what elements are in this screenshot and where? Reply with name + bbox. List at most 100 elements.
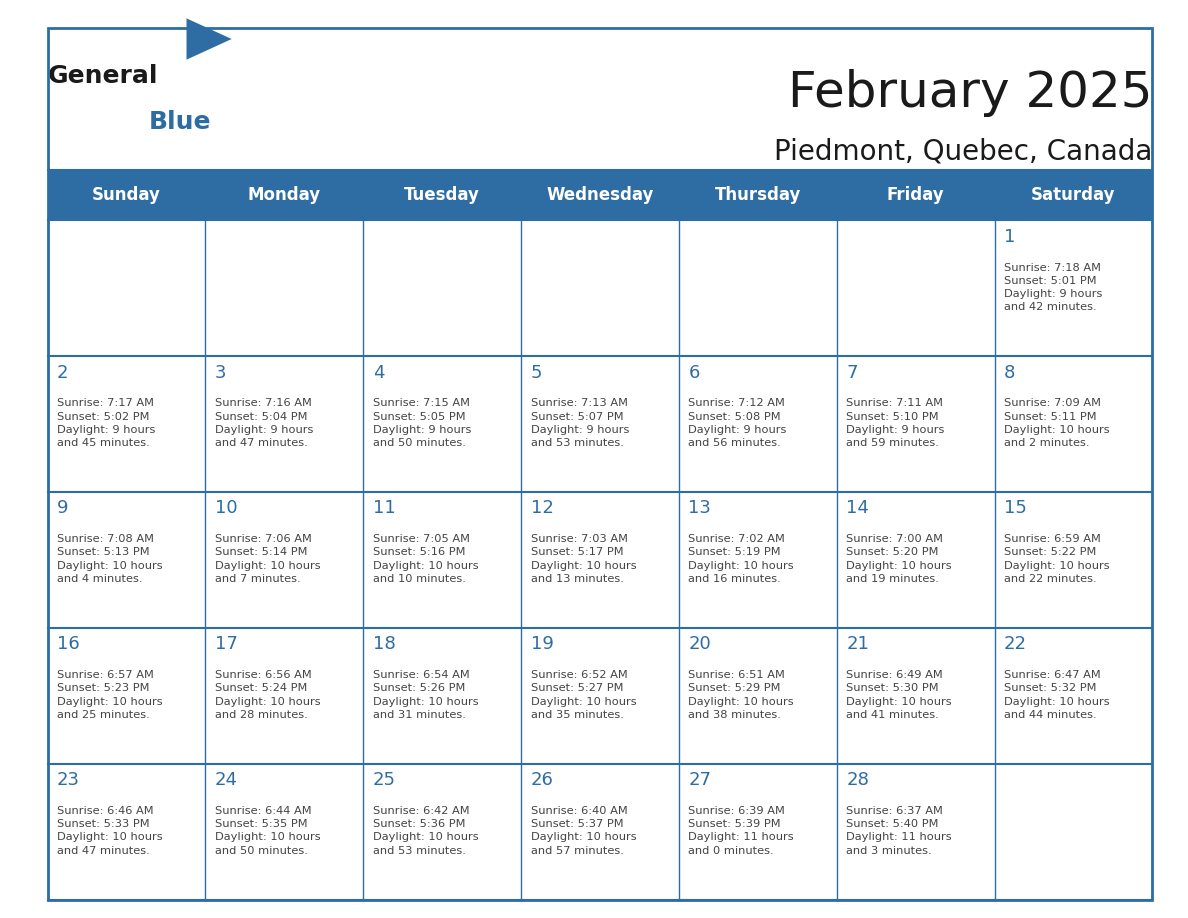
Text: Monday: Monday	[248, 186, 321, 204]
Text: Sunrise: 6:52 AM
Sunset: 5:27 PM
Daylight: 10 hours
and 35 minutes.: Sunrise: 6:52 AM Sunset: 5:27 PM Dayligh…	[531, 670, 636, 720]
Text: Sunrise: 7:16 AM
Sunset: 5:04 PM
Daylight: 9 hours
and 47 minutes.: Sunrise: 7:16 AM Sunset: 5:04 PM Dayligh…	[215, 398, 314, 448]
FancyBboxPatch shape	[678, 220, 836, 356]
Text: Sunrise: 6:42 AM
Sunset: 5:36 PM
Daylight: 10 hours
and 53 minutes.: Sunrise: 6:42 AM Sunset: 5:36 PM Dayligh…	[373, 806, 479, 856]
Text: Sunrise: 6:56 AM
Sunset: 5:24 PM
Daylight: 10 hours
and 28 minutes.: Sunrise: 6:56 AM Sunset: 5:24 PM Dayligh…	[215, 670, 321, 720]
Text: Tuesday: Tuesday	[404, 186, 480, 204]
Text: Sunrise: 7:18 AM
Sunset: 5:01 PM
Daylight: 9 hours
and 42 minutes.: Sunrise: 7:18 AM Sunset: 5:01 PM Dayligh…	[1004, 263, 1102, 312]
FancyBboxPatch shape	[678, 492, 836, 628]
FancyBboxPatch shape	[48, 492, 206, 628]
Text: 21: 21	[846, 635, 870, 654]
FancyBboxPatch shape	[994, 628, 1152, 764]
FancyBboxPatch shape	[678, 628, 836, 764]
FancyBboxPatch shape	[836, 492, 994, 628]
FancyBboxPatch shape	[48, 764, 206, 900]
FancyBboxPatch shape	[836, 220, 994, 356]
FancyBboxPatch shape	[48, 356, 206, 492]
Text: 13: 13	[688, 499, 712, 518]
Text: 1: 1	[1004, 228, 1016, 246]
FancyBboxPatch shape	[364, 628, 522, 764]
FancyBboxPatch shape	[206, 220, 364, 356]
Text: Sunrise: 6:46 AM
Sunset: 5:33 PM
Daylight: 10 hours
and 47 minutes.: Sunrise: 6:46 AM Sunset: 5:33 PM Dayligh…	[57, 806, 163, 856]
FancyBboxPatch shape	[994, 356, 1152, 492]
Text: 15: 15	[1004, 499, 1026, 518]
Text: Sunday: Sunday	[91, 186, 160, 204]
Text: Sunrise: 6:54 AM
Sunset: 5:26 PM
Daylight: 10 hours
and 31 minutes.: Sunrise: 6:54 AM Sunset: 5:26 PM Dayligh…	[373, 670, 479, 720]
Text: General: General	[48, 64, 158, 88]
FancyBboxPatch shape	[206, 356, 364, 492]
FancyBboxPatch shape	[522, 764, 678, 900]
Text: 3: 3	[215, 364, 227, 382]
Text: Sunrise: 7:15 AM
Sunset: 5:05 PM
Daylight: 9 hours
and 50 minutes.: Sunrise: 7:15 AM Sunset: 5:05 PM Dayligh…	[373, 398, 472, 448]
Text: Sunrise: 6:44 AM
Sunset: 5:35 PM
Daylight: 10 hours
and 50 minutes.: Sunrise: 6:44 AM Sunset: 5:35 PM Dayligh…	[215, 806, 321, 856]
Polygon shape	[187, 18, 232, 60]
Text: 10: 10	[215, 499, 238, 518]
FancyBboxPatch shape	[836, 356, 994, 492]
Text: Sunrise: 6:59 AM
Sunset: 5:22 PM
Daylight: 10 hours
and 22 minutes.: Sunrise: 6:59 AM Sunset: 5:22 PM Dayligh…	[1004, 534, 1110, 584]
Text: Saturday: Saturday	[1031, 186, 1116, 204]
FancyBboxPatch shape	[836, 764, 994, 900]
Text: 12: 12	[531, 499, 554, 518]
Text: Sunrise: 7:09 AM
Sunset: 5:11 PM
Daylight: 10 hours
and 2 minutes.: Sunrise: 7:09 AM Sunset: 5:11 PM Dayligh…	[1004, 398, 1110, 448]
FancyBboxPatch shape	[364, 764, 522, 900]
Text: Sunrise: 6:49 AM
Sunset: 5:30 PM
Daylight: 10 hours
and 41 minutes.: Sunrise: 6:49 AM Sunset: 5:30 PM Dayligh…	[846, 670, 952, 720]
Text: 27: 27	[688, 771, 712, 789]
Text: 23: 23	[57, 771, 80, 789]
FancyBboxPatch shape	[364, 220, 522, 356]
Text: 17: 17	[215, 635, 238, 654]
FancyBboxPatch shape	[836, 628, 994, 764]
Text: 7: 7	[846, 364, 858, 382]
Text: 2: 2	[57, 364, 69, 382]
FancyBboxPatch shape	[678, 764, 836, 900]
FancyBboxPatch shape	[522, 628, 678, 764]
FancyBboxPatch shape	[364, 356, 522, 492]
Text: Sunrise: 7:11 AM
Sunset: 5:10 PM
Daylight: 9 hours
and 59 minutes.: Sunrise: 7:11 AM Sunset: 5:10 PM Dayligh…	[846, 398, 944, 448]
FancyBboxPatch shape	[678, 356, 836, 492]
Text: Sunrise: 7:05 AM
Sunset: 5:16 PM
Daylight: 10 hours
and 10 minutes.: Sunrise: 7:05 AM Sunset: 5:16 PM Dayligh…	[373, 534, 479, 584]
Text: Blue: Blue	[148, 110, 211, 134]
Text: Sunrise: 6:39 AM
Sunset: 5:39 PM
Daylight: 11 hours
and 0 minutes.: Sunrise: 6:39 AM Sunset: 5:39 PM Dayligh…	[688, 806, 794, 856]
FancyBboxPatch shape	[48, 170, 1152, 220]
Text: Wednesday: Wednesday	[546, 186, 653, 204]
Text: Sunrise: 7:12 AM
Sunset: 5:08 PM
Daylight: 9 hours
and 56 minutes.: Sunrise: 7:12 AM Sunset: 5:08 PM Dayligh…	[688, 398, 786, 448]
Text: Sunrise: 7:08 AM
Sunset: 5:13 PM
Daylight: 10 hours
and 4 minutes.: Sunrise: 7:08 AM Sunset: 5:13 PM Dayligh…	[57, 534, 163, 584]
Text: Sunrise: 6:37 AM
Sunset: 5:40 PM
Daylight: 11 hours
and 3 minutes.: Sunrise: 6:37 AM Sunset: 5:40 PM Dayligh…	[846, 806, 952, 856]
FancyBboxPatch shape	[994, 764, 1152, 900]
FancyBboxPatch shape	[206, 492, 364, 628]
FancyBboxPatch shape	[994, 220, 1152, 356]
Text: 28: 28	[846, 771, 870, 789]
Text: 19: 19	[531, 635, 554, 654]
Text: 24: 24	[215, 771, 238, 789]
Text: Friday: Friday	[886, 186, 944, 204]
Text: Sunrise: 7:03 AM
Sunset: 5:17 PM
Daylight: 10 hours
and 13 minutes.: Sunrise: 7:03 AM Sunset: 5:17 PM Dayligh…	[531, 534, 636, 584]
Text: 26: 26	[531, 771, 554, 789]
Text: 18: 18	[373, 635, 396, 654]
Text: Sunrise: 7:13 AM
Sunset: 5:07 PM
Daylight: 9 hours
and 53 minutes.: Sunrise: 7:13 AM Sunset: 5:07 PM Dayligh…	[531, 398, 628, 448]
Text: Sunrise: 7:06 AM
Sunset: 5:14 PM
Daylight: 10 hours
and 7 minutes.: Sunrise: 7:06 AM Sunset: 5:14 PM Dayligh…	[215, 534, 321, 584]
FancyBboxPatch shape	[206, 764, 364, 900]
FancyBboxPatch shape	[522, 492, 678, 628]
Text: Sunrise: 6:40 AM
Sunset: 5:37 PM
Daylight: 10 hours
and 57 minutes.: Sunrise: 6:40 AM Sunset: 5:37 PM Dayligh…	[531, 806, 636, 856]
Text: 4: 4	[373, 364, 384, 382]
Text: 22: 22	[1004, 635, 1028, 654]
Text: February 2025: February 2025	[788, 69, 1152, 117]
Text: Piedmont, Quebec, Canada: Piedmont, Quebec, Canada	[775, 138, 1152, 166]
Text: 16: 16	[57, 635, 80, 654]
Text: Sunrise: 7:17 AM
Sunset: 5:02 PM
Daylight: 9 hours
and 45 minutes.: Sunrise: 7:17 AM Sunset: 5:02 PM Dayligh…	[57, 398, 156, 448]
Text: Sunrise: 7:00 AM
Sunset: 5:20 PM
Daylight: 10 hours
and 19 minutes.: Sunrise: 7:00 AM Sunset: 5:20 PM Dayligh…	[846, 534, 952, 584]
Text: Thursday: Thursday	[715, 186, 801, 204]
Text: 5: 5	[531, 364, 542, 382]
FancyBboxPatch shape	[994, 492, 1152, 628]
Text: Sunrise: 6:57 AM
Sunset: 5:23 PM
Daylight: 10 hours
and 25 minutes.: Sunrise: 6:57 AM Sunset: 5:23 PM Dayligh…	[57, 670, 163, 720]
Text: Sunrise: 7:02 AM
Sunset: 5:19 PM
Daylight: 10 hours
and 16 minutes.: Sunrise: 7:02 AM Sunset: 5:19 PM Dayligh…	[688, 534, 794, 584]
FancyBboxPatch shape	[522, 356, 678, 492]
FancyBboxPatch shape	[48, 628, 206, 764]
Text: 9: 9	[57, 499, 69, 518]
FancyBboxPatch shape	[206, 628, 364, 764]
Text: Sunrise: 6:47 AM
Sunset: 5:32 PM
Daylight: 10 hours
and 44 minutes.: Sunrise: 6:47 AM Sunset: 5:32 PM Dayligh…	[1004, 670, 1110, 720]
Text: 11: 11	[373, 499, 396, 518]
Text: 6: 6	[688, 364, 700, 382]
Text: Sunrise: 6:51 AM
Sunset: 5:29 PM
Daylight: 10 hours
and 38 minutes.: Sunrise: 6:51 AM Sunset: 5:29 PM Dayligh…	[688, 670, 794, 720]
FancyBboxPatch shape	[48, 220, 206, 356]
FancyBboxPatch shape	[522, 220, 678, 356]
Text: 14: 14	[846, 499, 870, 518]
